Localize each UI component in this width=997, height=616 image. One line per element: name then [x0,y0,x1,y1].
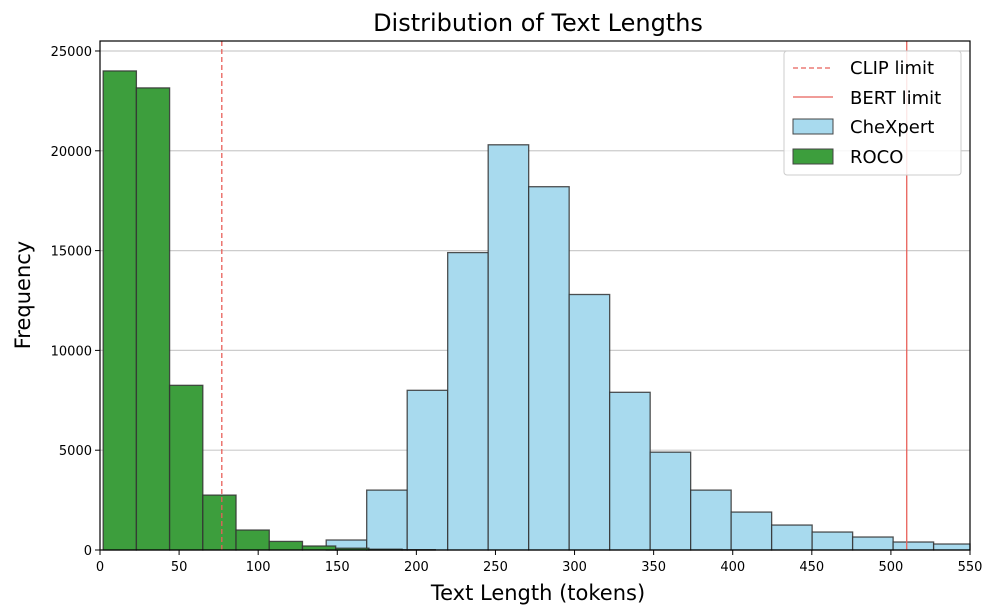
x-tick-label-300: 300 [562,560,587,575]
x-tick-label-50: 50 [171,560,188,575]
x-tick-label-450: 450 [799,560,824,575]
y-axis-ticks: 0 5000 10000 15000 20000 25000 [51,45,100,559]
x-tick-label-350: 350 [641,560,666,575]
series-roco-bars [102,70,436,551]
x-tick-label-400: 400 [720,560,745,575]
bar-chexpert-10 [730,511,773,551]
bar-chexpert-11 [770,524,813,551]
bar-chexpert-5 [528,186,570,551]
bar-chexpert-8 [649,451,692,551]
bar-chexpert-13 [851,536,894,551]
y-tick-label-20000: 20000 [51,145,92,160]
series-chexpert-bars [325,144,971,551]
y-tick-label-25000: 25000 [51,45,92,60]
x-tick-label-500: 500 [878,560,903,575]
bar-chexpert-9 [690,489,732,551]
legend-box [783,50,962,176]
x-tick-label-100: 100 [246,560,271,575]
legend-clip-label: CLIP limit [850,58,934,79]
bar-roco-3 [202,494,237,551]
bar-chexpert-14 [892,541,935,551]
legend-roco-swatch [792,148,834,165]
y-tick-label-15000: 15000 [51,245,92,260]
plot-frame [99,40,971,551]
legend-roco-label: ROCO [850,147,903,168]
x-tick-label-250: 250 [483,560,508,575]
bar-chexpert-15 [932,543,971,551]
x-axis-label: Text Length (tokens) [430,581,645,605]
y-tick-label-0: 0 [84,544,92,559]
bar-chexpert-3 [447,251,489,551]
bar-roco-4 [235,529,270,551]
x-tick-label-150: 150 [325,560,350,575]
x-tick-label-0: 0 [96,560,104,575]
bar-roco-0 [102,70,138,551]
bar-chexpert-12 [811,531,854,551]
y-axis-label: Frequency [11,241,35,350]
x-tick-label-550: 550 [958,560,983,575]
x-tick-label-200: 200 [404,560,429,575]
chart-title: Distribution of Text Lengths [373,9,703,37]
legend-bert-label: BERT limit [850,88,941,109]
bar-chexpert-2 [406,389,449,551]
legend: CLIP limit BERT limit CheXpert ROCO [783,50,962,176]
legend-chexpert-swatch [792,118,834,135]
bar-roco-1 [135,87,171,551]
bar-chexpert-1 [366,489,408,551]
bar-chexpert-7 [609,391,651,551]
bar-chexpert-6 [568,293,611,551]
y-tick-label-10000: 10000 [51,344,92,359]
y-tick-label-5000: 5000 [59,444,92,459]
legend-chexpert-label: CheXpert [850,117,934,138]
bar-roco-2 [168,384,204,551]
x-axis-ticks: 0 50 100 150 200 250 300 350 400 450 500 550 [96,550,983,575]
bar-chexpert-4 [487,144,530,551]
bar-roco-5 [268,540,304,551]
